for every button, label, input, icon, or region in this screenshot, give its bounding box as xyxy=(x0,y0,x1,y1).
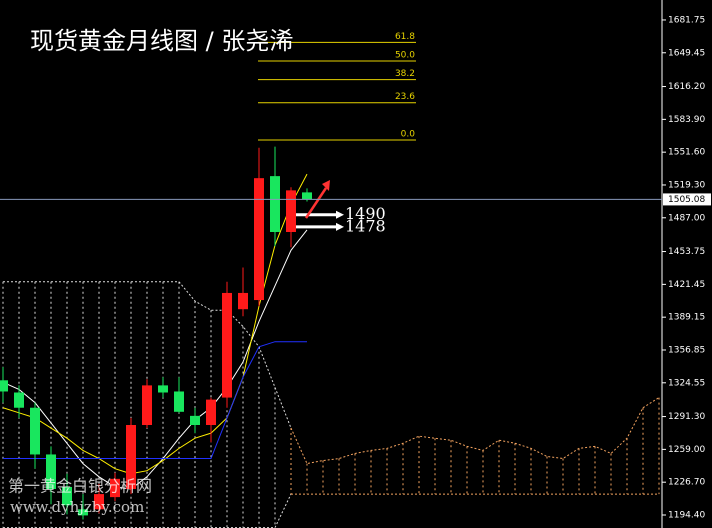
y-tick-label: 1389.15 xyxy=(668,313,705,323)
candle-body xyxy=(0,380,8,392)
candle-body xyxy=(254,178,264,301)
candle-body xyxy=(302,192,312,200)
moving-average xyxy=(2,229,308,490)
candle-body xyxy=(62,486,72,506)
watermark: 第一黄金白银分析网 xyxy=(8,477,152,496)
y-tick-label: 1356.85 xyxy=(668,345,705,355)
trend-arrow xyxy=(304,187,328,219)
target-label: 1478 xyxy=(345,216,386,235)
fib-label: 23.6 xyxy=(395,92,415,102)
y-tick-label: 1681.75 xyxy=(668,15,705,25)
y-tick-label: 1616.20 xyxy=(668,82,705,92)
candle-body xyxy=(174,391,184,412)
candle-body xyxy=(126,425,136,489)
fib-label: 50.0 xyxy=(395,50,415,60)
y-tick-label: 1551.60 xyxy=(668,148,705,158)
target-label: 1490 xyxy=(345,204,386,223)
cloud-edge xyxy=(290,397,660,465)
candle-body xyxy=(30,407,40,455)
cloud-edge xyxy=(3,281,292,429)
trend-arrowhead xyxy=(322,180,330,191)
candle-body xyxy=(238,292,248,310)
candle-body xyxy=(222,292,232,398)
y-tick-label: 1291.30 xyxy=(668,412,705,422)
target-arrowhead xyxy=(336,222,344,231)
moving-average xyxy=(2,173,308,475)
candle-body xyxy=(14,392,24,408)
y-tick-label: 1324.55 xyxy=(668,378,705,388)
target-arrowhead xyxy=(336,210,344,219)
current-price-box xyxy=(663,193,711,206)
current-price-label: 1505.08 xyxy=(668,195,705,205)
y-tick-label: 1194.40 xyxy=(668,510,705,520)
watermark-url: www.dyhjzby.com xyxy=(10,498,144,516)
y-tick-label: 1421.45 xyxy=(668,280,705,290)
candle-body xyxy=(110,478,120,498)
y-tick-label: 1226.70 xyxy=(668,478,705,488)
candle-body xyxy=(142,385,152,426)
candle-body xyxy=(270,176,280,233)
y-tick-label: 1583.90 xyxy=(668,115,705,125)
candle-body xyxy=(206,399,216,426)
y-tick-label: 1487.00 xyxy=(668,213,705,223)
candle-body xyxy=(190,415,200,426)
y-tick-label: 1649.45 xyxy=(668,48,705,58)
candle-body xyxy=(94,494,104,510)
candle-body xyxy=(158,385,168,393)
candle-body xyxy=(78,509,88,516)
fib-label: 38.2 xyxy=(395,69,415,79)
chart-title: 现货黄金月线图 / 张尧浠 xyxy=(30,27,293,55)
fib-label: 61.8 xyxy=(395,32,415,42)
y-tick-label: 1519.30 xyxy=(668,180,705,190)
candle-body xyxy=(46,454,56,489)
candle-body xyxy=(286,190,296,233)
y-tick-label: 1453.75 xyxy=(668,247,705,257)
y-tick-label: 1259.00 xyxy=(668,445,705,455)
fib-label: 0.0 xyxy=(401,129,416,139)
